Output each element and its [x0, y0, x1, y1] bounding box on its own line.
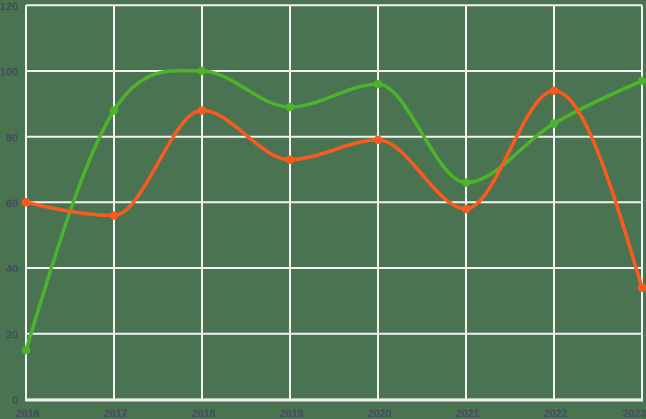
svg-text:0: 0	[12, 395, 18, 407]
svg-text:120: 120	[0, 1, 18, 13]
svg-text:2018: 2018	[192, 408, 216, 419]
svg-text:100: 100	[0, 67, 18, 79]
svg-text:2021: 2021	[456, 408, 480, 419]
svg-text:2022: 2022	[544, 408, 568, 419]
svg-text:40: 40	[6, 264, 18, 276]
svg-text:2019: 2019	[280, 408, 304, 419]
svg-text:20: 20	[6, 329, 18, 341]
svg-text:2017: 2017	[104, 408, 128, 419]
svg-text:80: 80	[6, 132, 18, 144]
svg-text:60: 60	[6, 198, 18, 210]
svg-text:2020: 2020	[368, 408, 392, 419]
svg-text:2023: 2023	[622, 408, 646, 419]
svg-text:2016: 2016	[16, 408, 40, 419]
